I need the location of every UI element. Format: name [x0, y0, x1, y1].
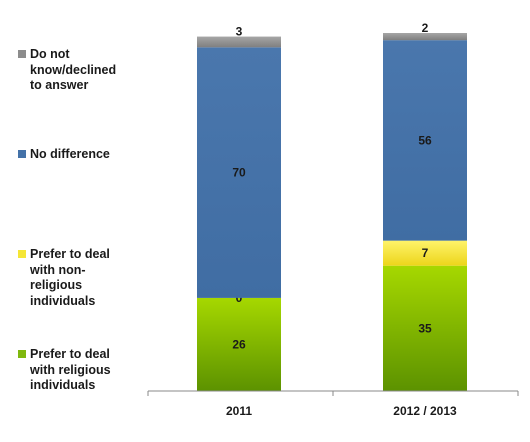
- x-tick-label: 2012 / 2013: [393, 404, 457, 418]
- data-label: 2: [422, 21, 429, 35]
- data-label: 26: [232, 337, 246, 351]
- bar-segment-dont-know: [197, 36, 281, 48]
- bar-segment-religious: [197, 297, 281, 391]
- legend-label: Do not know/declined to answer: [30, 47, 117, 92]
- legend-swatch: [18, 50, 26, 58]
- x-tick-label: 2011: [226, 404, 252, 418]
- legend-label: No difference: [30, 147, 110, 161]
- bar-segment-dont-know: [383, 33, 467, 41]
- legend-label: Prefer to deal with religious individual…: [30, 347, 111, 392]
- bar-segment-religious: [383, 265, 467, 391]
- legend-label: Prefer to deal with non-religious indivi…: [30, 247, 110, 308]
- data-label: 3: [236, 25, 243, 39]
- data-label: 35: [418, 321, 432, 335]
- bar-segment-non-religious: [383, 240, 467, 266]
- data-label: 7: [422, 246, 429, 260]
- legend-swatch: [18, 150, 26, 158]
- legend-swatch: [18, 350, 26, 358]
- bar-segment-no-difference: [383, 40, 467, 241]
- legend-swatch: [18, 250, 26, 258]
- data-label: 56: [418, 133, 432, 147]
- bar-segment-no-difference: [197, 47, 281, 298]
- data-label: 70: [232, 166, 246, 180]
